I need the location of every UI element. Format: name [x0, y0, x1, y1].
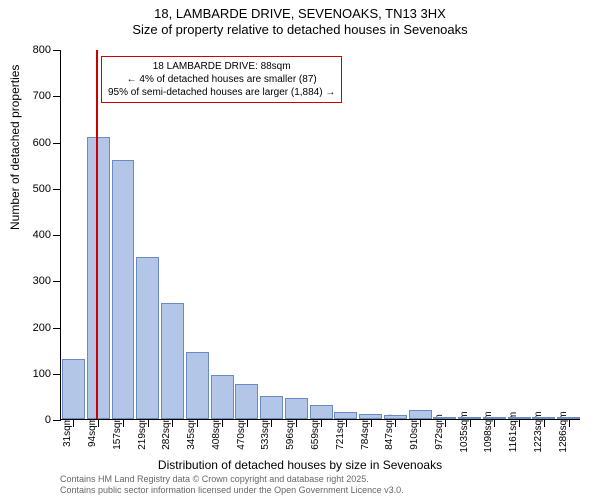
histogram-bar — [186, 352, 209, 419]
annotation-box: 18 LAMBARDE DRIVE: 88sqm ← 4% of detache… — [101, 56, 342, 103]
histogram-bar — [334, 412, 357, 419]
y-tick-label: 700 — [21, 90, 51, 102]
x-tick-label: 282sqm — [161, 414, 172, 450]
chart-container: 18, LAMBARDE DRIVE, SEVENOAKS, TN13 3HX … — [0, 0, 600, 500]
histogram-bar — [112, 160, 135, 419]
y-tick-label: 300 — [21, 275, 51, 287]
y-tick — [53, 143, 61, 144]
y-tick-label: 200 — [21, 322, 51, 334]
x-tick — [494, 419, 495, 427]
histogram-bar — [359, 414, 382, 419]
histogram-bar — [532, 417, 555, 419]
histogram-bar — [409, 410, 432, 419]
x-tick — [395, 419, 396, 427]
x-tick-label: 31sqm — [62, 417, 73, 447]
histogram-bar — [508, 417, 531, 419]
histogram-bar — [285, 398, 308, 419]
y-tick — [53, 420, 61, 421]
y-tick-label: 0 — [21, 414, 51, 426]
x-tick-label: 533sqm — [260, 414, 271, 450]
y-axis-label: Number of detached properties — [8, 65, 22, 230]
plot-area: 010020030040050060070080031sqm94sqm157sq… — [60, 50, 580, 420]
x-tick-label: 847sqm — [384, 414, 395, 450]
y-tick-label: 800 — [21, 44, 51, 56]
footer-line1: Contains HM Land Registry data © Crown c… — [60, 474, 404, 485]
footer-line2: Contains public sector information licen… — [60, 485, 404, 496]
x-tick — [321, 419, 322, 427]
annotation-line2: ← 4% of detached houses are smaller (87) — [108, 73, 335, 86]
y-tick-label: 400 — [21, 229, 51, 241]
y-tick — [53, 281, 61, 282]
histogram-bar — [310, 405, 333, 419]
x-tick — [296, 419, 297, 427]
x-tick-label: 219sqm — [137, 414, 148, 450]
histogram-bar — [161, 303, 184, 419]
x-tick-label: 345sqm — [186, 414, 197, 450]
chart-title-sub: Size of property relative to detached ho… — [0, 22, 600, 37]
annotation-line1: 18 LAMBARDE DRIVE: 88sqm — [108, 60, 335, 73]
x-tick-label: 94sqm — [87, 417, 98, 447]
histogram-bar — [483, 417, 506, 419]
x-tick-label: 721sqm — [335, 414, 346, 450]
histogram-bar — [557, 417, 580, 419]
x-tick — [172, 419, 173, 427]
histogram-bar — [384, 415, 407, 419]
histogram-bar — [458, 417, 481, 419]
x-tick — [420, 419, 421, 427]
chart-title-main: 18, LAMBARDE DRIVE, SEVENOAKS, TN13 3HX — [0, 6, 600, 21]
property-marker-line — [96, 50, 98, 419]
y-tick — [53, 328, 61, 329]
y-tick — [53, 235, 61, 236]
histogram-bar — [87, 137, 110, 419]
x-tick — [123, 419, 124, 427]
histogram-bar — [62, 359, 85, 419]
x-axis-label: Distribution of detached houses by size … — [0, 458, 600, 472]
histogram-bar — [235, 384, 258, 419]
x-tick-label: 784sqm — [360, 414, 371, 450]
y-tick-label: 600 — [21, 137, 51, 149]
annotation-line3: 95% of semi-detached houses are larger (… — [108, 86, 335, 99]
y-tick — [53, 374, 61, 375]
x-tick — [73, 419, 74, 427]
x-tick — [197, 419, 198, 427]
y-tick — [53, 50, 61, 51]
x-tick-label: 910sqm — [409, 414, 420, 450]
x-tick — [519, 419, 520, 427]
x-tick-label: 157sqm — [112, 414, 123, 450]
y-tick-label: 500 — [21, 183, 51, 195]
x-tick-label: 596sqm — [285, 414, 296, 450]
histogram-bar — [433, 417, 456, 419]
x-tick — [222, 419, 223, 427]
x-tick — [271, 419, 272, 427]
y-tick — [53, 189, 61, 190]
y-tick-label: 100 — [21, 368, 51, 380]
x-tick-label: 659sqm — [310, 414, 321, 450]
histogram-bar — [136, 257, 159, 419]
footer-text: Contains HM Land Registry data © Crown c… — [60, 474, 404, 496]
histogram-bar — [211, 375, 234, 419]
x-tick-label: 470sqm — [236, 414, 247, 450]
x-tick-label: 972sqm — [434, 414, 445, 450]
histogram-bar — [260, 396, 283, 419]
x-tick-label: 408sqm — [211, 414, 222, 450]
y-tick — [53, 96, 61, 97]
x-tick — [98, 419, 99, 427]
